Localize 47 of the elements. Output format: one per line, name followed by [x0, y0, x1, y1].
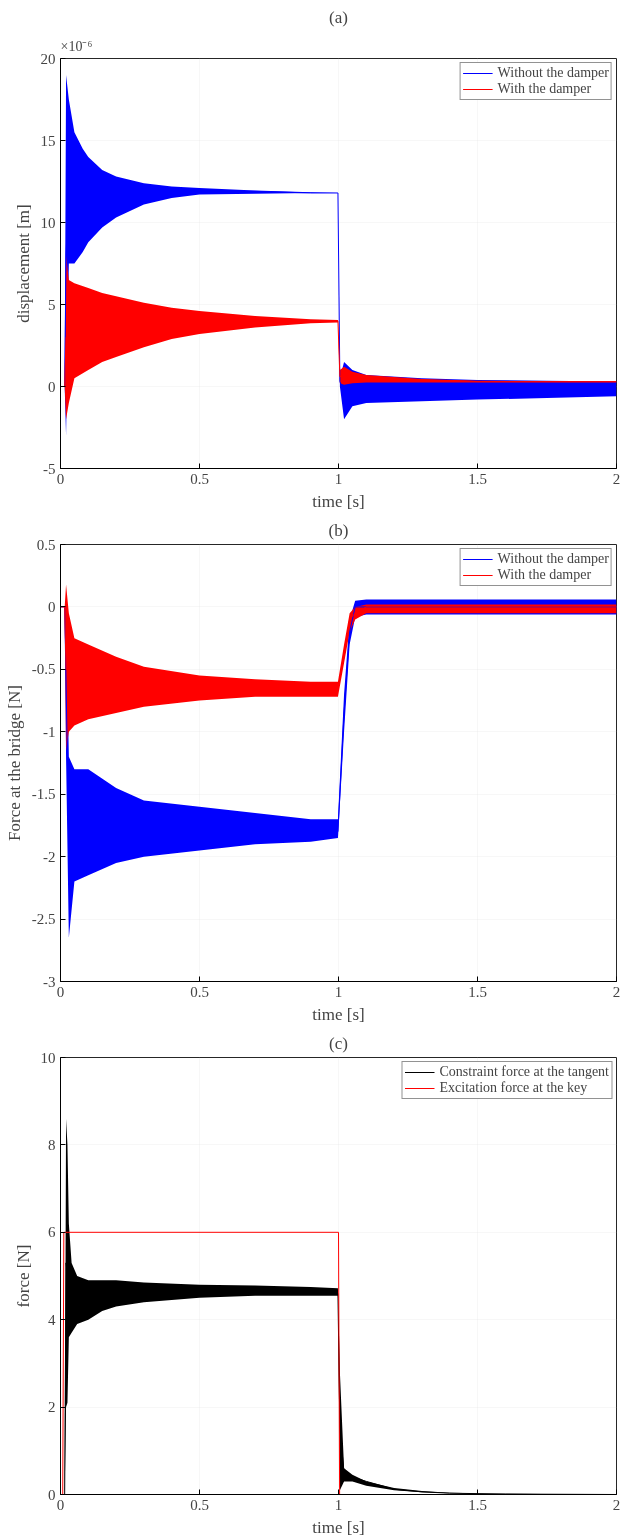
y-axis-title: displacement [m] — [13, 204, 33, 323]
y-tick-label: 10 — [40, 1049, 56, 1066]
chart-title: (a) — [329, 7, 348, 27]
legend-label: With the damper — [497, 81, 592, 97]
x-tick-label: 1 — [334, 983, 343, 1000]
y-tick-label: 0 — [48, 378, 56, 395]
x-axis-title: time [s] — [312, 1517, 365, 1537]
x-tick-label: 1 — [334, 470, 343, 487]
x-tick-label: 2 — [612, 1496, 621, 1513]
y-tick-label: -0.5 — [31, 661, 56, 678]
legend-label: Without the damper — [497, 551, 609, 567]
y-tick-label: -2.5 — [31, 911, 56, 928]
x-tick-label: 2 — [612, 983, 621, 1000]
chart-title: (c) — [329, 1033, 348, 1053]
x-tick-label: 0.5 — [190, 1496, 209, 1513]
legend-label: Excitation force at the key — [439, 1080, 588, 1096]
y-tick-label: 20 — [40, 50, 56, 67]
y-tick-label: 0 — [48, 598, 56, 615]
y-tick-label: 5 — [48, 296, 56, 313]
x-tick-label: 1.5 — [468, 1496, 487, 1513]
x-tick-label: 0.5 — [190, 983, 209, 1000]
y-tick-label: 10 — [40, 214, 56, 231]
y-tick-label: 15 — [40, 132, 56, 149]
x-tick-label: 1.5 — [468, 983, 487, 1000]
y-tick-label: -1.5 — [31, 786, 56, 803]
y-tick-label: -5 — [43, 460, 56, 477]
x-axis-title: time [s] — [312, 1004, 365, 1024]
chart-title: (b) — [328, 520, 349, 540]
legend-label: With the damper — [497, 567, 592, 583]
y-axis-title: Force at the bridge [N] — [4, 685, 24, 841]
x-tick-label: 0.5 — [190, 470, 209, 487]
y-tick-label: -2 — [43, 848, 56, 865]
x-tick-label: 1 — [334, 1496, 343, 1513]
x-tick-label: 2 — [612, 470, 621, 487]
y-tick-label: 2 — [48, 1399, 56, 1416]
x-tick-label: 1.5 — [468, 470, 487, 487]
text: ×10⁻⁶ — [60, 38, 93, 54]
y-tick-label: 8 — [48, 1136, 56, 1153]
y-tick-label: 6 — [48, 1224, 56, 1241]
x-axis-title: time [s] — [312, 491, 365, 511]
y-tick-label: 0.5 — [36, 536, 56, 553]
y-tick-label: 4 — [48, 1311, 56, 1328]
legend-label: Without the damper — [497, 65, 609, 81]
y-tick-label: -1 — [43, 723, 56, 740]
legend-label: Constraint force at the tangent — [439, 1064, 609, 1080]
y-axis-title: force [N] — [13, 1244, 33, 1308]
y-tick-label: -3 — [43, 973, 56, 990]
